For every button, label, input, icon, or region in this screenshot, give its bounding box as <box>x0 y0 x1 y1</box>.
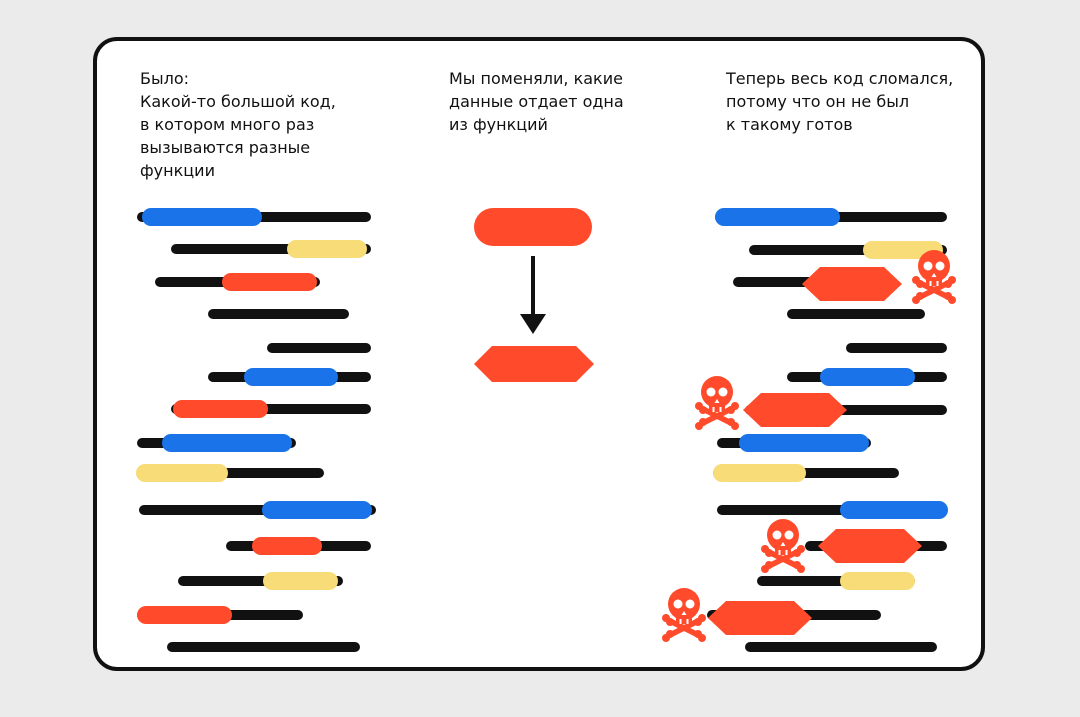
skull-crossbones-icon <box>662 588 706 642</box>
broken-function-call <box>818 529 922 563</box>
function-call-blue <box>840 501 948 519</box>
function-call-red <box>252 537 322 555</box>
function-call-red <box>137 606 232 624</box>
skull-crossbones-icon <box>695 376 739 430</box>
broken-function-call <box>802 267 902 301</box>
down-arrow-head <box>520 314 546 334</box>
function-output-old <box>474 208 592 246</box>
caption-after: Теперь весь код сломался, потому что он … <box>726 69 954 134</box>
function-call-blue <box>739 434 869 452</box>
function-call-blue <box>820 368 915 386</box>
broken-function-call <box>708 601 812 635</box>
function-call-yellow <box>840 572 915 590</box>
caption-change: Мы поменяли, какие данные отдает одна из… <box>449 69 624 134</box>
broken-function-call <box>743 393 847 427</box>
function-call-yellow <box>263 572 338 590</box>
function-call-blue <box>162 434 292 452</box>
function-call-red <box>222 273 317 291</box>
function-call-blue <box>715 208 840 226</box>
caption-before: Было: Какой-то большой код, в котором мн… <box>140 69 336 180</box>
function-call-blue <box>262 501 372 519</box>
function-call-yellow <box>713 464 806 482</box>
function-call-yellow <box>287 240 367 258</box>
function-call-blue <box>244 368 338 386</box>
function-call-yellow <box>136 464 228 482</box>
skull-crossbones-icon <box>761 519 805 573</box>
function-call-red <box>173 400 268 418</box>
function-output-new <box>474 346 594 382</box>
function-call-blue <box>142 208 262 226</box>
